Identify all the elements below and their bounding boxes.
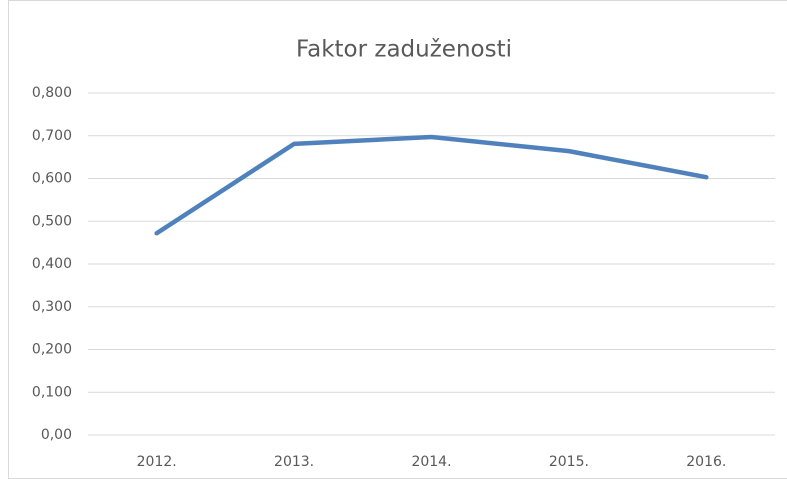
x-tick-label: 2012. <box>137 454 177 470</box>
y-tick-label: 0,100 <box>32 384 72 400</box>
y-tick-label: 0,00 <box>41 427 72 443</box>
x-tick-label: 2016. <box>686 454 726 470</box>
x-tick-label: 2015. <box>549 454 589 470</box>
y-tick-label: 0,500 <box>32 213 72 229</box>
chart-frame <box>8 0 787 479</box>
y-tick-label: 0,700 <box>32 128 72 144</box>
x-tick-label: 2014. <box>411 454 451 470</box>
chart-title: Faktor zaduženosti <box>296 37 512 63</box>
y-tick-label: 0,400 <box>32 256 72 272</box>
x-tick-label: 2013. <box>274 454 314 470</box>
y-tick-label: 0,200 <box>32 342 72 358</box>
data-line <box>154 134 709 236</box>
y-tick-label: 0,800 <box>32 85 72 101</box>
y-tick-label: 0,300 <box>32 299 72 315</box>
y-tick-label: 0,600 <box>32 171 72 187</box>
